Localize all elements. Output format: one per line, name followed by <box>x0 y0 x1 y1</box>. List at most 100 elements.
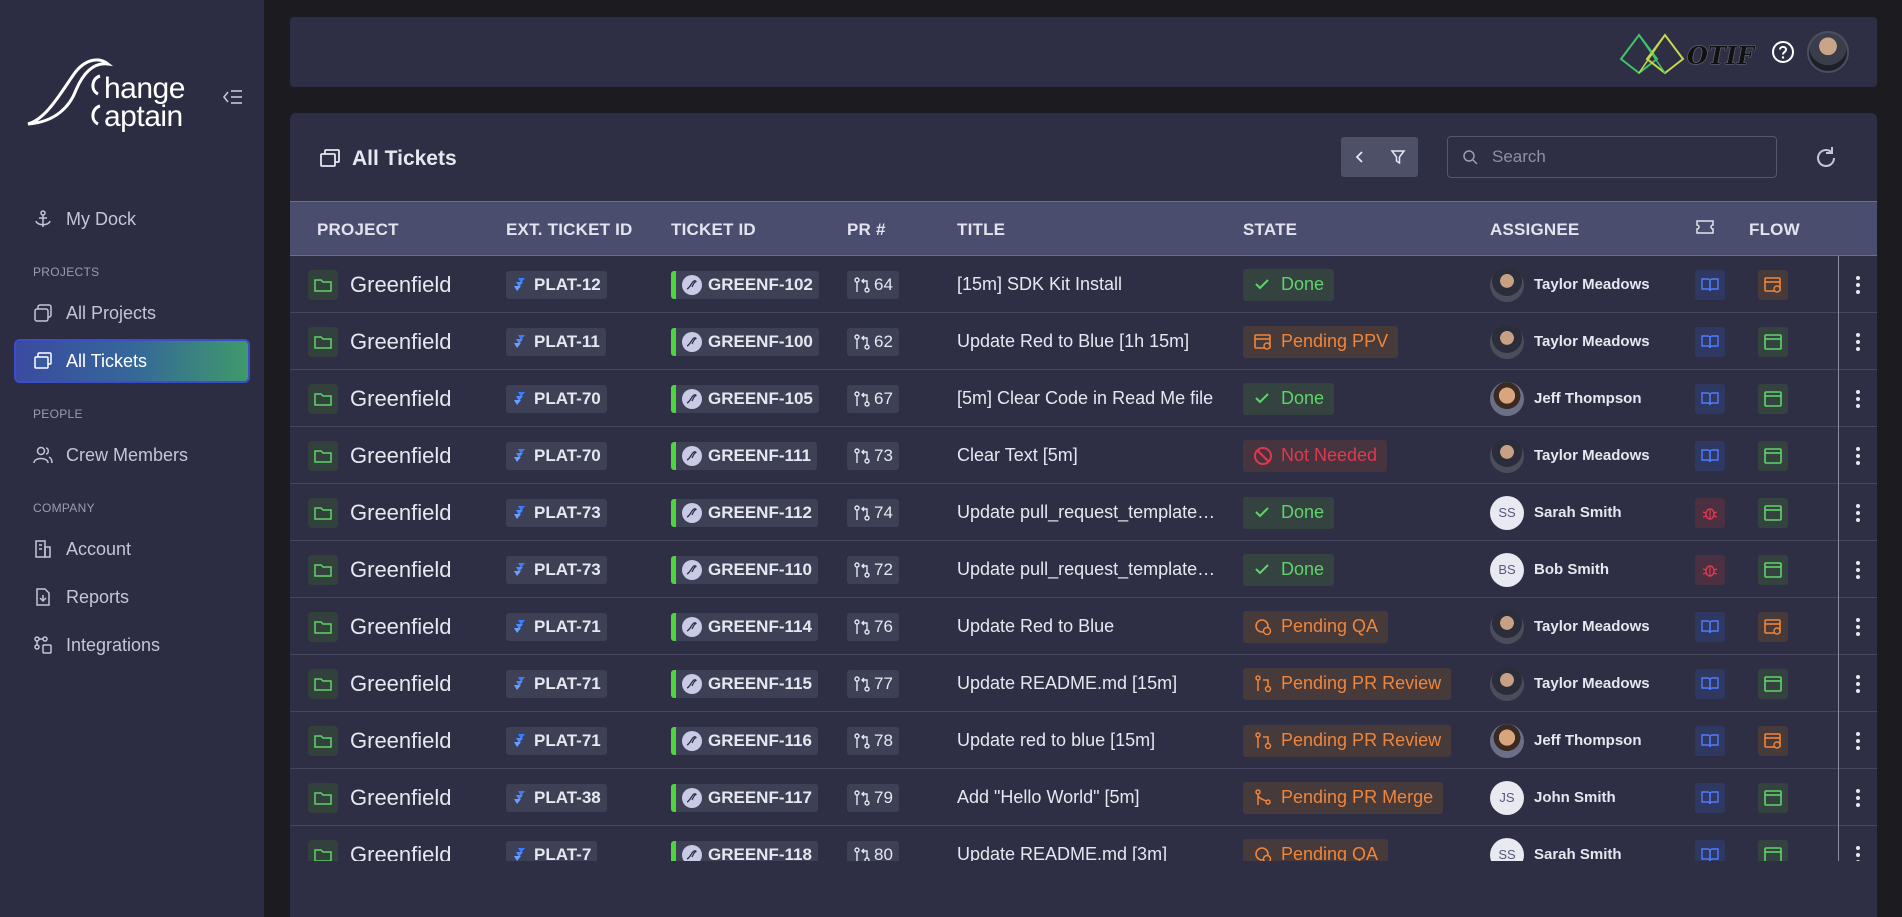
book-icon[interactable] <box>1695 269 1725 300</box>
state-cell[interactable]: Done <box>1243 370 1335 427</box>
state-cell[interactable]: Pending QA <box>1243 598 1389 655</box>
flow-cell[interactable] <box>1758 313 1788 370</box>
flow-cell[interactable] <box>1758 712 1788 769</box>
ext-ticket-chip[interactable]: PLAT-11 <box>506 327 606 356</box>
pr-chip[interactable]: 76 <box>847 612 899 641</box>
row-actions-cell[interactable] <box>1848 541 1868 598</box>
flow-window-icon[interactable] <box>1758 782 1788 813</box>
filter-icon[interactable] <box>1379 137 1417 177</box>
ext-ticket-cell[interactable]: PLAT-73 <box>506 541 607 598</box>
kebab-menu-icon[interactable] <box>1848 327 1868 357</box>
pr-chip[interactable]: 77 <box>847 669 899 698</box>
pr-cell[interactable]: 74 <box>847 484 899 541</box>
pr-chip[interactable]: 79 <box>847 783 899 812</box>
col-project[interactable]: PROJECT <box>317 220 399 239</box>
ticket-cell[interactable]: GREENF-110 <box>671 541 818 598</box>
kebab-menu-icon[interactable] <box>1848 441 1868 471</box>
state-cell[interactable]: Done <box>1243 484 1335 541</box>
title-cell[interactable]: Update pull_request_template.... <box>957 484 1217 541</box>
status-badge[interactable]: Pending PR Review <box>1243 667 1452 700</box>
ticket-chip[interactable]: GREENF-100 <box>671 327 819 356</box>
ext-ticket-chip[interactable]: PLAT-38 <box>506 783 607 812</box>
flow-cell[interactable] <box>1758 256 1788 313</box>
table-row[interactable]: Greenfield PLAT-71 GREENF-116 78 Update … <box>290 712 1877 769</box>
type-cell[interactable] <box>1695 769 1725 826</box>
pr-cell[interactable]: 79 <box>847 769 899 826</box>
flow-window-icon[interactable] <box>1758 326 1788 357</box>
title-cell[interactable]: Update README.md [3m] <box>957 826 1167 861</box>
nav-all-tickets[interactable]: All Tickets <box>14 339 250 383</box>
state-cell[interactable]: Pending PR Review <box>1243 655 1452 712</box>
table-row[interactable]: Greenfield PLAT-71 GREENF-114 76 Update … <box>290 598 1877 655</box>
title-cell[interactable]: Update README.md [15m] <box>957 655 1177 712</box>
row-actions-cell[interactable] <box>1848 484 1868 541</box>
flow-cell[interactable] <box>1758 655 1788 712</box>
project-cell[interactable]: Greenfield <box>308 712 452 769</box>
ext-ticket-cell[interactable]: PLAT-38 <box>506 769 607 826</box>
status-badge[interactable]: Done <box>1243 382 1335 415</box>
project-cell[interactable]: Greenfield <box>308 769 452 826</box>
pr-cell[interactable]: 73 <box>847 427 899 484</box>
type-cell[interactable] <box>1695 370 1725 427</box>
project-cell[interactable]: Greenfield <box>308 427 452 484</box>
assignee-cell[interactable]: SS Sarah Smith <box>1490 826 1622 861</box>
nav-my-dock[interactable]: My Dock <box>14 197 250 241</box>
flow-cell[interactable] <box>1758 598 1788 655</box>
pr-chip[interactable]: 74 <box>847 498 899 527</box>
kebab-menu-icon[interactable] <box>1848 669 1868 699</box>
type-cell[interactable] <box>1695 712 1725 769</box>
status-badge[interactable]: Pending PR Merge <box>1243 781 1444 814</box>
book-icon[interactable] <box>1695 725 1725 756</box>
row-actions-cell[interactable] <box>1848 655 1868 712</box>
ticket-cell[interactable]: GREENF-105 <box>671 370 819 427</box>
assignee-cell[interactable]: Taylor Meadows <box>1490 256 1650 313</box>
row-actions-cell[interactable] <box>1848 370 1868 427</box>
table-row[interactable]: Greenfield PLAT-70 GREENF-111 73 Clear T… <box>290 427 1877 484</box>
book-icon[interactable] <box>1695 668 1725 699</box>
nav-crew-members[interactable]: Crew Members <box>14 433 250 477</box>
nav-account[interactable]: Account <box>14 527 250 571</box>
ticket-cell[interactable]: GREENF-118 <box>671 826 818 861</box>
book-icon[interactable] <box>1695 326 1725 357</box>
project-cell[interactable]: Greenfield <box>308 370 452 427</box>
ticket-cell[interactable]: GREENF-117 <box>671 769 818 826</box>
ticket-cell[interactable]: GREENF-111 <box>671 427 817 484</box>
project-cell[interactable]: Greenfield <box>308 598 452 655</box>
ticket-chip[interactable]: GREENF-105 <box>671 384 819 413</box>
ext-ticket-chip[interactable]: PLAT-71 <box>506 669 607 698</box>
refresh-icon[interactable] <box>1812 144 1840 172</box>
pr-cell[interactable]: 72 <box>847 541 899 598</box>
type-cell[interactable] <box>1695 826 1725 861</box>
pr-cell[interactable]: 67 <box>847 370 899 427</box>
ext-ticket-cell[interactable]: PLAT-11 <box>506 313 606 370</box>
ticket-cell[interactable]: GREENF-114 <box>671 598 818 655</box>
ticket-chip[interactable]: GREENF-110 <box>671 555 818 584</box>
assignee-cell[interactable]: BS Bob Smith <box>1490 541 1609 598</box>
nav-all-projects[interactable]: All Projects <box>14 291 250 335</box>
book-icon[interactable] <box>1695 782 1725 813</box>
kebab-menu-icon[interactable] <box>1848 555 1868 585</box>
flow-cell[interactable] <box>1758 370 1788 427</box>
title-cell[interactable]: [15m] SDK Kit Install <box>957 256 1122 313</box>
assignee-cell[interactable]: Taylor Meadows <box>1490 655 1650 712</box>
table-row[interactable]: Greenfield PLAT-12 GREENF-102 64 [15m] S… <box>290 256 1877 313</box>
ticket-cell[interactable]: GREENF-102 <box>671 256 819 313</box>
type-cell[interactable] <box>1695 598 1725 655</box>
flow-calendar-gear-icon[interactable] <box>1758 725 1788 756</box>
flow-cell[interactable] <box>1758 826 1788 861</box>
status-badge[interactable]: Done <box>1243 496 1335 529</box>
ticket-chip[interactable]: GREENF-112 <box>671 498 818 527</box>
collapse-sidebar-icon[interactable] <box>222 88 244 106</box>
type-cell[interactable] <box>1695 655 1725 712</box>
book-icon[interactable] <box>1695 839 1725 861</box>
pr-chip[interactable]: 67 <box>847 384 899 413</box>
ticket-chip[interactable]: GREENF-114 <box>671 612 818 641</box>
pr-cell[interactable]: 80 <box>847 826 899 861</box>
table-row[interactable]: Greenfield PLAT-71 GREENF-115 77 Update … <box>290 655 1877 712</box>
state-cell[interactable]: Not Needed <box>1243 427 1388 484</box>
col-ticket-id[interactable]: TICKET ID <box>671 220 756 239</box>
ext-ticket-cell[interactable]: PLAT-12 <box>506 256 607 313</box>
project-cell[interactable]: Greenfield <box>308 826 452 861</box>
pr-cell[interactable]: 76 <box>847 598 899 655</box>
ext-ticket-chip[interactable]: PLAT-70 <box>506 441 607 470</box>
